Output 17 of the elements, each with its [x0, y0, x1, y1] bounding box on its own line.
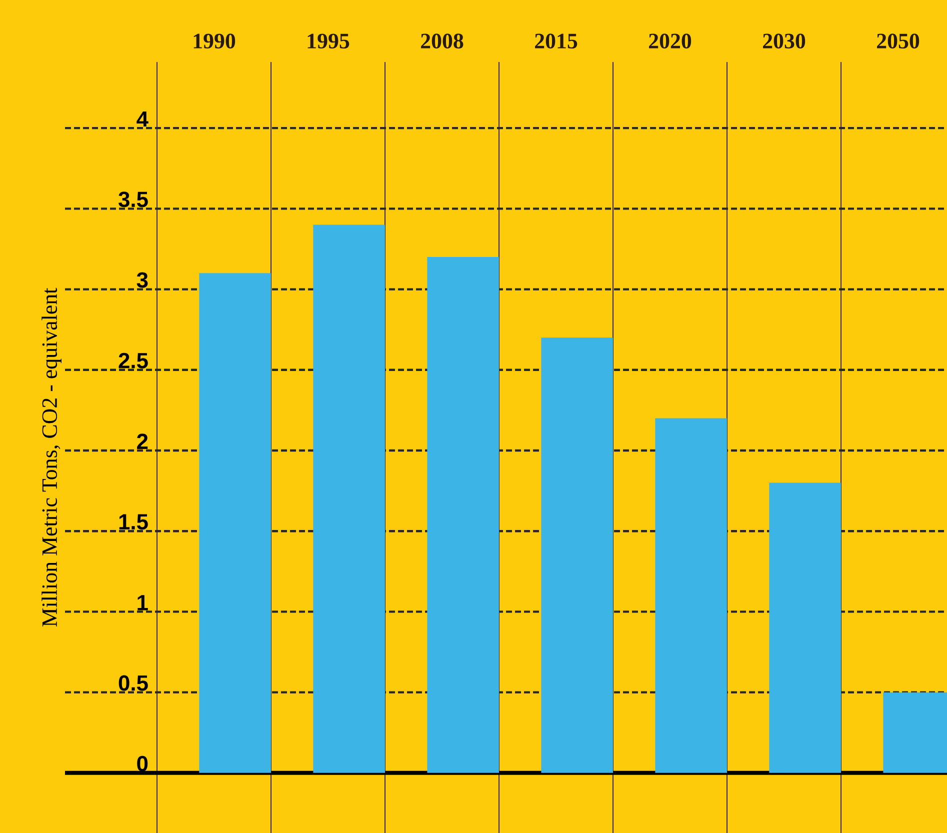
y-tick-label: 4 — [136, 111, 148, 127]
y-tick-label: 2 — [137, 434, 148, 449]
y-tick-label: 0.5 — [118, 675, 148, 691]
y-tick-label: 1 — [138, 595, 148, 610]
x-tick-label: 2008 — [421, 34, 464, 48]
x-tick-label: 2030 — [763, 34, 806, 48]
y-tick-label: 0 — [137, 756, 148, 772]
y-tick-label: 3 — [136, 272, 148, 288]
y-tick-label: 2.5 — [118, 352, 148, 368]
y-axis-title: Million Metric Tons, CO2 - equivalent — [42, 288, 62, 627]
y-tick-label: 1.5 — [119, 514, 148, 530]
x-tick-label: 1990 — [194, 34, 236, 48]
y-tick-label: 3.5 — [118, 192, 148, 208]
x-tick-label: 1995 — [308, 34, 350, 48]
x-tick-label: 2020 — [649, 34, 692, 48]
x-tick-label: 2050 — [877, 34, 920, 48]
x-tick-label: 2015 — [535, 34, 578, 48]
